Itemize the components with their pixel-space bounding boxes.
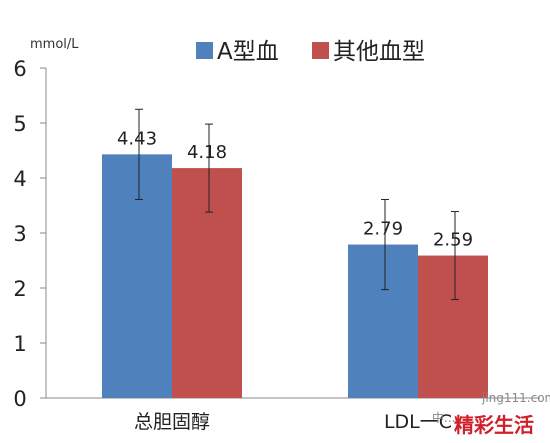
legend-swatch xyxy=(196,42,213,59)
legend-swatch xyxy=(312,42,329,59)
legend: A型血 其他血型 xyxy=(196,39,425,65)
y-ticks: 0 1 2 3 4 5 6 xyxy=(13,57,46,411)
watermark-faded-text: 中... xyxy=(432,410,455,425)
watermark-brand: 精彩生活 xyxy=(454,413,534,437)
data-label: 4.43 xyxy=(117,128,157,149)
y-tick-label: 1 xyxy=(13,332,26,356)
bar xyxy=(172,168,242,398)
y-tick-label: 5 xyxy=(13,112,26,136)
legend-label: 其他血型 xyxy=(333,39,425,65)
bars xyxy=(102,154,488,398)
y-tick-label: 0 xyxy=(13,387,26,411)
bar xyxy=(418,255,488,398)
y-tick-label: 2 xyxy=(13,277,26,301)
y-tick-label: 6 xyxy=(13,57,26,81)
y-axis-unit-label: mmol/L xyxy=(30,37,79,52)
category-labels: 总胆固醇 LDL一C xyxy=(134,411,452,433)
bar xyxy=(348,244,418,398)
y-tick-label: 4 xyxy=(13,167,26,191)
watermark-site: jing111.com xyxy=(481,391,550,405)
watermark: 中... jing111.com 精彩生活 xyxy=(432,391,550,437)
x-category-label: 总胆固醇 xyxy=(134,411,210,433)
bar xyxy=(102,154,172,398)
data-label: 2.79 xyxy=(363,219,403,240)
x-category-label: LDL一C xyxy=(384,411,452,433)
data-label: 2.59 xyxy=(433,230,473,251)
data-label: 4.18 xyxy=(187,142,227,163)
legend-label: A型血 xyxy=(217,39,279,65)
error-bars xyxy=(135,108,459,301)
y-tick-label: 3 xyxy=(13,222,26,246)
data-labels: 4.43 4.18 2.79 2.59 xyxy=(117,128,473,250)
